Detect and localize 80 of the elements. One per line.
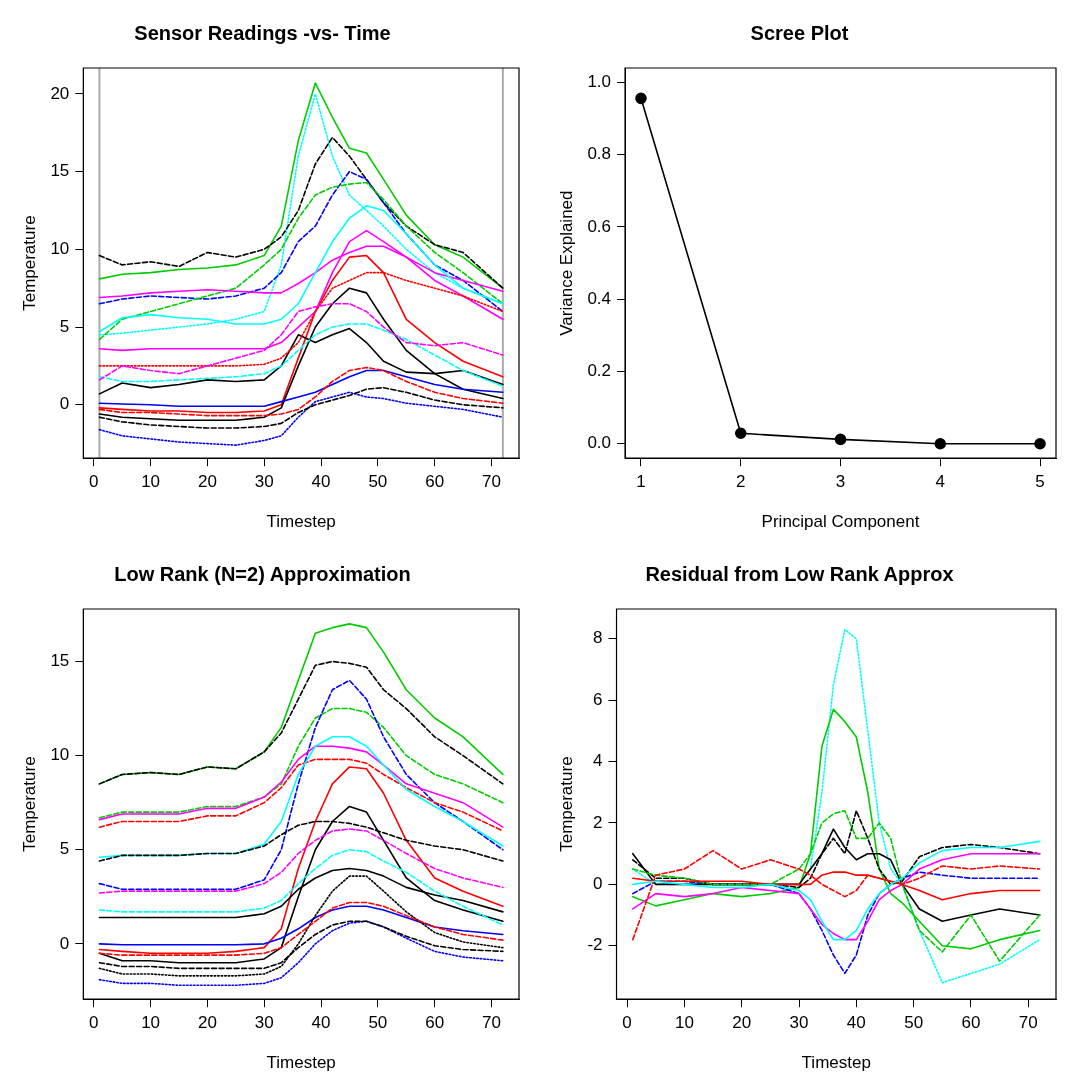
- y-tick-label: 0: [59, 394, 70, 414]
- line-series: [98, 758, 504, 832]
- y-tick-label: 0.6: [587, 216, 612, 236]
- y-tick-label: -2: [587, 935, 603, 955]
- x-axis-title: Timestep: [266, 1053, 336, 1073]
- x-tick-label: 30: [254, 1013, 274, 1033]
- x-tick-label: 20: [197, 1013, 217, 1033]
- y-tick-label: 2: [593, 812, 603, 832]
- chart-title: Sensor Readings -vs- Time: [134, 21, 391, 44]
- x-tick-label: 10: [141, 472, 161, 492]
- point: [635, 92, 647, 105]
- y-axis-title: Variance Explained: [556, 190, 576, 336]
- x-tick-label: 50: [368, 1013, 388, 1033]
- y-tick-label: 0.0: [587, 433, 612, 453]
- y-tick-label: 10: [50, 745, 70, 765]
- chart-title: Low Rank (N=2) Approximation: [114, 562, 411, 585]
- x-tick-label: 1: [636, 472, 646, 492]
- line-series: [98, 391, 504, 446]
- point: [734, 427, 747, 440]
- line-series: [98, 920, 504, 987]
- x-tick-label: 60: [425, 1013, 445, 1033]
- x-tick-label: 40: [846, 1013, 866, 1033]
- x-axis-title: Timestep: [801, 1053, 871, 1073]
- point: [834, 433, 847, 446]
- line-series: [98, 875, 504, 977]
- y-tick-label: 4: [593, 751, 603, 771]
- x-tick-label: 70: [482, 472, 501, 492]
- x-tick-label: 30: [254, 472, 274, 492]
- x-tick-label: 5: [1035, 472, 1045, 492]
- x-tick-label: 20: [197, 472, 217, 492]
- x-axis-title: Timestep: [266, 512, 336, 532]
- y-tick-label: 0: [59, 933, 70, 953]
- line-series: [98, 181, 504, 341]
- y-tick-label: 15: [50, 651, 70, 671]
- x-tick-label: 60: [961, 1013, 981, 1033]
- y-tick-label: 10: [50, 239, 70, 259]
- y-tick-label: 0.8: [587, 144, 612, 164]
- x-tick-label: 30: [789, 1013, 809, 1033]
- x-tick-label: 60: [425, 472, 445, 492]
- line-series: [98, 323, 504, 387]
- x-tick-label: 40: [311, 472, 331, 492]
- x-tick-label: 0: [89, 472, 99, 492]
- y-tick-label: 5: [59, 839, 70, 859]
- y-tick-label: 15: [50, 161, 70, 181]
- line-series: [98, 828, 504, 894]
- chart-title: Residual from Low Rank Approx: [645, 562, 954, 585]
- y-tick-label: 0: [593, 874, 603, 894]
- x-axis-title: Principal Component: [761, 512, 920, 532]
- y-tick-label: 1.0: [587, 72, 612, 92]
- point: [1034, 437, 1046, 450]
- x-tick-label: 40: [311, 1013, 331, 1033]
- line-series: [98, 848, 504, 926]
- x-tick-label: 4: [935, 472, 946, 492]
- x-tick-label: 3: [835, 472, 846, 492]
- x-tick-label: 10: [674, 1013, 694, 1033]
- y-axis-title: Temperature: [19, 756, 39, 852]
- point: [934, 437, 947, 450]
- x-tick-label: 2: [736, 472, 746, 492]
- y-axis-title: Temperature: [19, 215, 39, 311]
- x-tick-label: 50: [368, 472, 388, 492]
- x-tick-label: 70: [1018, 1013, 1038, 1033]
- line-series: [98, 660, 504, 785]
- y-tick-label: 5: [59, 316, 70, 336]
- y-tick-label: 0.2: [587, 361, 612, 381]
- line-series: [98, 136, 504, 289]
- line-series: [98, 707, 504, 819]
- x-tick-label: 70: [482, 1013, 501, 1033]
- chart-title: Scree Plot: [750, 21, 849, 44]
- y-tick-label: 20: [50, 83, 70, 103]
- x-tick-label: 20: [732, 1013, 752, 1033]
- x-tick-label: 10: [141, 1013, 161, 1033]
- line-series: [98, 679, 504, 891]
- x-tick-label: 0: [89, 1013, 99, 1033]
- line-series: [98, 170, 504, 313]
- y-axis-title: Temperature: [556, 756, 576, 852]
- x-tick-label: 50: [904, 1013, 924, 1033]
- y-tick-label: 8: [593, 628, 603, 648]
- y-tick-label: 0.4: [587, 288, 612, 308]
- x-tick-label: 0: [622, 1013, 632, 1033]
- y-tick-label: 6: [593, 689, 603, 709]
